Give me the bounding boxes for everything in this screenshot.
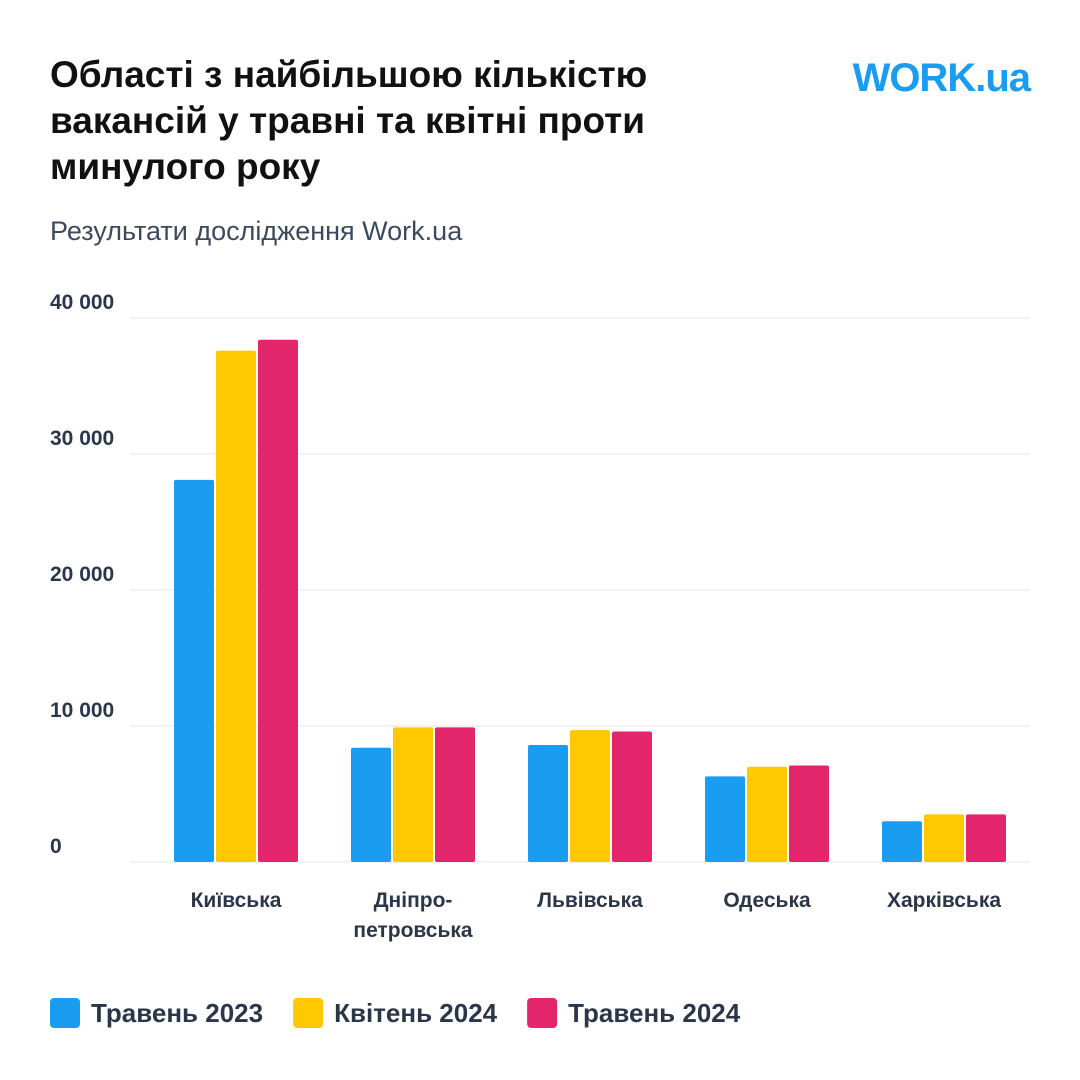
logo: WORK.ua bbox=[852, 56, 1031, 100]
y-tick-label: 10 000 bbox=[50, 699, 114, 722]
x-tick-label: Львівська bbox=[537, 889, 643, 912]
legend-swatch bbox=[50, 998, 80, 1028]
bar bbox=[612, 731, 652, 862]
bar bbox=[351, 747, 391, 862]
bar bbox=[393, 727, 433, 862]
bar bbox=[528, 745, 568, 862]
y-tick-label: 30 000 bbox=[50, 427, 114, 450]
x-tick-label: Харківська bbox=[886, 889, 1002, 912]
legend-label: Травень 2023 bbox=[91, 998, 263, 1028]
bar bbox=[789, 765, 829, 862]
y-tick-label: 20 000 bbox=[50, 563, 114, 586]
bar bbox=[216, 350, 256, 862]
bar bbox=[174, 479, 214, 862]
bar bbox=[705, 776, 745, 862]
y-tick-label: 0 bbox=[50, 835, 62, 858]
bar bbox=[924, 814, 964, 862]
x-tick-label: Київська bbox=[190, 889, 282, 912]
bar bbox=[966, 814, 1006, 862]
legend-label: Квітень 2024 bbox=[334, 998, 498, 1028]
x-tick-label: Дніпро- петровська bbox=[353, 889, 473, 942]
chart-subtitle: Результати дослідження Work.ua bbox=[50, 216, 463, 246]
legend-label: Травень 2024 bbox=[568, 998, 741, 1028]
bar bbox=[882, 821, 922, 862]
legend-swatch bbox=[527, 998, 558, 1028]
y-tick-label: 40 000 bbox=[50, 291, 114, 314]
x-tick-label: Одеська bbox=[723, 889, 811, 912]
bar bbox=[435, 727, 475, 862]
legend-swatch bbox=[293, 998, 324, 1028]
bar bbox=[747, 766, 787, 862]
chart-title: Області з найбільшою кількістю вакансій … bbox=[50, 54, 648, 187]
bar bbox=[258, 339, 298, 862]
bar bbox=[570, 730, 610, 862]
